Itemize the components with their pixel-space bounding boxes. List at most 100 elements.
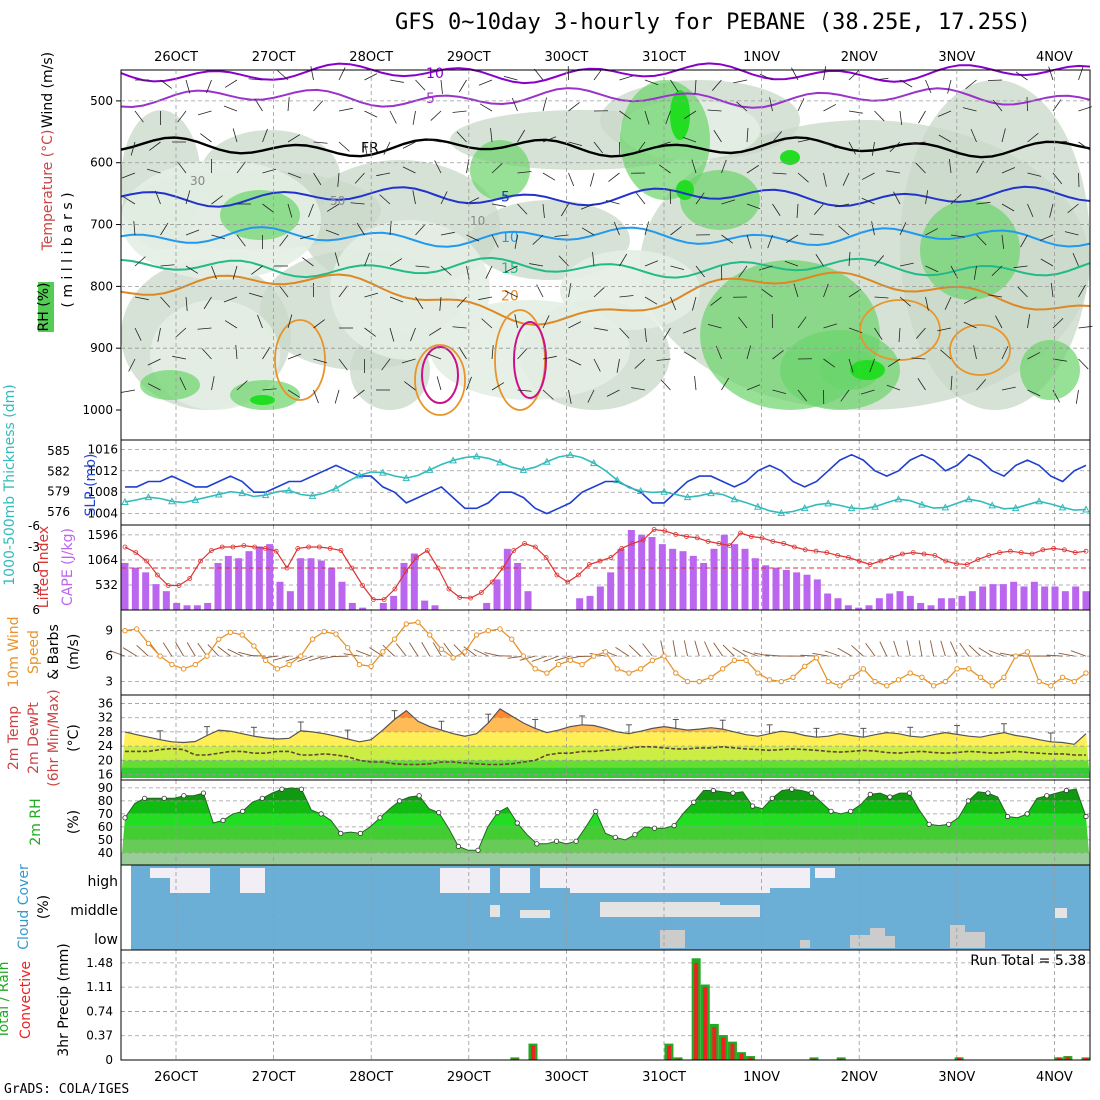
wind-speed-marker [602, 649, 609, 655]
cape-bar [731, 544, 739, 610]
temp-tick-label: 20 [98, 753, 113, 767]
cloud-middle-block [600, 902, 720, 917]
thickness-marker [261, 491, 270, 499]
rh-legend-label: RH (%) [36, 283, 52, 332]
wind-speed-marker [848, 674, 855, 680]
temp-band [121, 731, 1090, 747]
thickness-marker [683, 493, 692, 501]
wind-barb [797, 389, 807, 402]
thickness-marker [308, 491, 317, 499]
wind-barb [517, 171, 532, 174]
wind-barb [656, 358, 671, 361]
wind-barb [428, 327, 442, 336]
rh-marker [926, 821, 932, 827]
wind-barb [1072, 252, 1079, 267]
lifted-index-marker [576, 572, 581, 578]
isotherm-label: 10 [501, 230, 519, 246]
cape-tick-label: 532 [95, 578, 118, 592]
wind-barb [478, 296, 493, 301]
precip-convective-bar [676, 1058, 681, 1060]
wind-barb [364, 73, 378, 81]
wind-speed-marker [122, 628, 128, 634]
wind-barb [1027, 203, 1034, 218]
wind-barb [793, 283, 799, 298]
wind-barb [200, 133, 212, 143]
wind-barb [338, 285, 348, 298]
thickness-tick-label: 576 [47, 505, 70, 519]
lifted-index-marker [1029, 551, 1035, 557]
thickness-marker [238, 489, 247, 497]
rh-marker [691, 799, 697, 805]
wind-barb-10m [988, 650, 1005, 657]
wind-barb [440, 265, 452, 276]
wind-speed-marker [837, 683, 843, 689]
wind-barb [1027, 352, 1041, 360]
thickness-marker [707, 489, 715, 497]
wind-barb [710, 296, 722, 306]
temp-tick-label: 24 [98, 739, 113, 753]
wind-barb [670, 226, 682, 236]
wind-barb-10m [343, 653, 360, 657]
wind-barb [479, 103, 493, 112]
precip-convective-bar [694, 962, 699, 1060]
wind-barb [1078, 358, 1089, 370]
wind-barb [542, 136, 557, 143]
wind-speed-marker [380, 649, 386, 655]
rh-marker [1063, 787, 1069, 794]
wind-barb [134, 327, 142, 341]
cape-bar [689, 555, 697, 610]
rh-zone-very-saturated [780, 150, 800, 165]
wind-speed-marker [579, 661, 585, 668]
wind-barb [619, 75, 634, 81]
lifted-index-axis-label: Lifted Index [36, 526, 52, 608]
cloud-low-block [885, 936, 895, 948]
cape-bar [803, 574, 811, 610]
wind-barb [823, 141, 837, 149]
cape-bar [886, 593, 894, 610]
precip-tick-label: 0.74 [86, 1004, 113, 1018]
rh-marker [906, 790, 913, 796]
cape-bar [173, 602, 181, 610]
wind-barb [721, 199, 736, 205]
wind-barb [976, 379, 986, 391]
cloud-middle-block [520, 910, 550, 918]
wind-barb [232, 265, 238, 280]
wind-barb [970, 128, 977, 143]
wind-barb [874, 296, 889, 299]
wind-barb [262, 388, 277, 391]
wind-barb [257, 314, 263, 329]
wind-speed-marker [286, 661, 292, 668]
wind-barb [542, 203, 545, 218]
lifted-index-tick-label: 0 [32, 561, 40, 575]
wind-barb [1001, 234, 1005, 249]
cloud-low-block [950, 925, 965, 948]
wind-barb-10m [432, 642, 442, 657]
wind-barb [992, 99, 1003, 112]
thickness-marker [589, 459, 598, 467]
cape-bar [710, 548, 718, 610]
wind-speed-marker [989, 683, 995, 689]
rh-marker [1083, 813, 1089, 820]
wind-barb [334, 252, 340, 267]
wind-barb [147, 383, 161, 391]
wind-barb [940, 349, 952, 360]
wind-barb [815, 254, 824, 267]
wind-barb [746, 384, 761, 391]
wind-speed-marker [415, 619, 421, 625]
wind-speed-marker [169, 661, 175, 668]
cloud-level-label: middle [70, 903, 118, 919]
cape-bar [390, 595, 398, 610]
wind-tick-label: 9 [105, 624, 113, 638]
wind-barb [874, 327, 883, 340]
lifted-index-marker [910, 550, 916, 555]
lifted-index-marker [543, 555, 549, 560]
wind-barb [619, 253, 628, 267]
wind-barb [389, 296, 404, 303]
wind-barb [491, 345, 494, 360]
thickness-marker [144, 493, 153, 501]
wind-barb [871, 141, 875, 156]
lifted-index-marker [565, 579, 571, 585]
wind-barb [670, 296, 677, 311]
wind-barb [823, 66, 827, 81]
wind-barb-10m [531, 655, 548, 662]
